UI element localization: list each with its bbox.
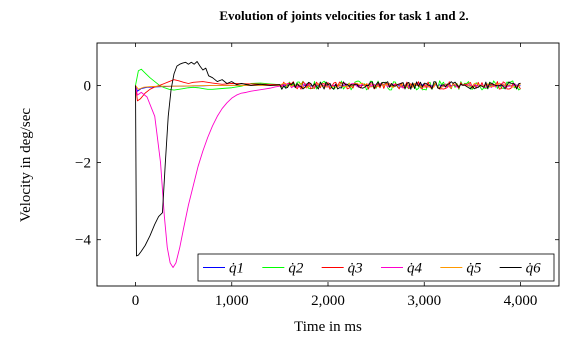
legend-label-4: q̇4 bbox=[407, 261, 423, 277]
legend-label-6: q̇6 bbox=[526, 261, 542, 277]
ticks-layer: 0 1,000 2,000 3,000 4,000 −4 −2 0 bbox=[75, 43, 559, 309]
x-tick-label: 4,000 bbox=[504, 293, 538, 309]
legend-box bbox=[197, 253, 555, 282]
y-tick-label: 0 bbox=[84, 78, 92, 94]
x-tick-label: 2,000 bbox=[311, 293, 345, 309]
series-line-4 bbox=[135, 82, 521, 268]
x-tick-label: 3,000 bbox=[407, 293, 441, 309]
y-axis-label: Velocity in deg/sec bbox=[18, 108, 34, 222]
x-tick-label: 1,000 bbox=[215, 293, 249, 309]
y-tick-label: −4 bbox=[75, 233, 91, 249]
series-line-3 bbox=[135, 79, 521, 102]
chart-title: Evolution of joints velocities for task … bbox=[219, 8, 468, 23]
series-layer bbox=[135, 61, 521, 268]
legend-label-2: q̇2 bbox=[288, 261, 304, 277]
legend-label-5: q̇5 bbox=[466, 261, 482, 277]
plot-area-frame bbox=[96, 42, 560, 287]
y-tick-label: −2 bbox=[75, 156, 91, 172]
legend: q̇1 q̇2 q̇3 q̇4 q̇5 q̇6 bbox=[197, 253, 555, 282]
legend-label-1: q̇1 bbox=[229, 261, 244, 277]
x-axis-label: Time in ms bbox=[294, 319, 362, 335]
series-line-6 bbox=[135, 61, 521, 257]
legend-label-3: q̇3 bbox=[348, 261, 363, 277]
x-tick-label: 0 bbox=[132, 293, 140, 309]
